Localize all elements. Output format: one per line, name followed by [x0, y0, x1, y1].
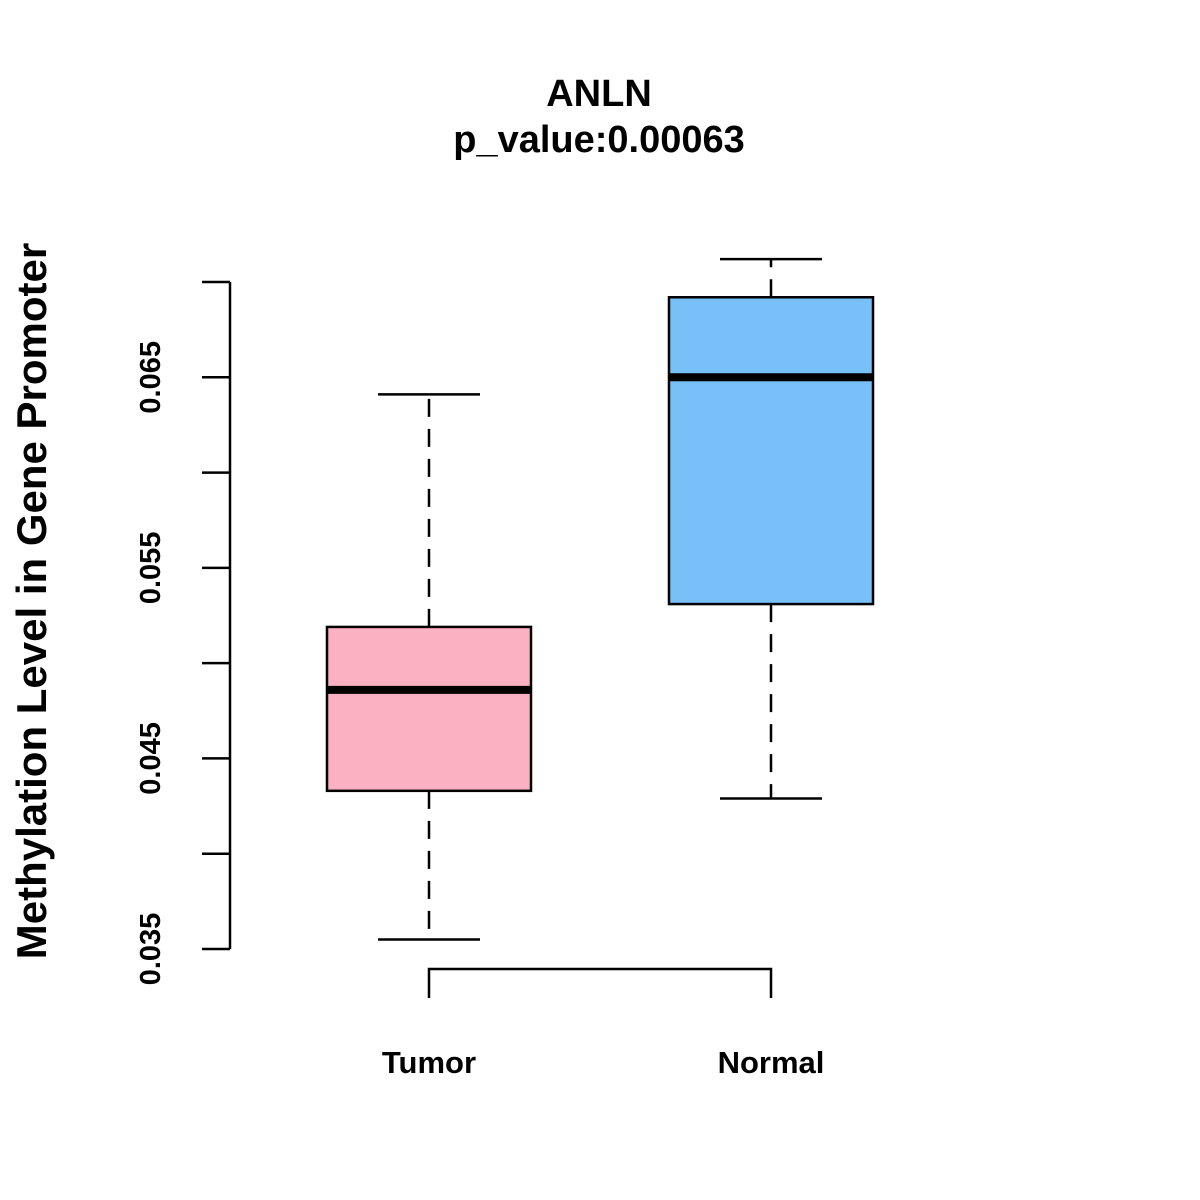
comparison-bracket: [427, 967, 773, 998]
y-tick-label: 0.045: [135, 722, 167, 795]
box-iqr: [667, 295, 875, 606]
box-tumor: [325, 393, 533, 941]
y-tick-label: 0.065: [135, 341, 167, 414]
y-tick-label: 0.055: [135, 532, 167, 605]
x-category-label: Tumor: [382, 1045, 476, 1080]
box-series: [325, 257, 875, 941]
box-normal: [667, 257, 875, 800]
y-axis: 0.035 0.045 0.055 0.065: [135, 280, 232, 986]
x-axis-labels: Tumor Normal: [382, 1045, 824, 1080]
x-category-label: Normal: [718, 1045, 825, 1080]
bracket-line: [427, 967, 773, 998]
box-iqr: [325, 625, 533, 793]
y-axis-label: Methylation Level in Gene Promoter: [8, 243, 55, 959]
chart-title: ANLN: [546, 73, 652, 115]
chart-subtitle: p_value:0.00063: [453, 119, 745, 161]
y-tick-label: 0.035: [135, 913, 167, 986]
